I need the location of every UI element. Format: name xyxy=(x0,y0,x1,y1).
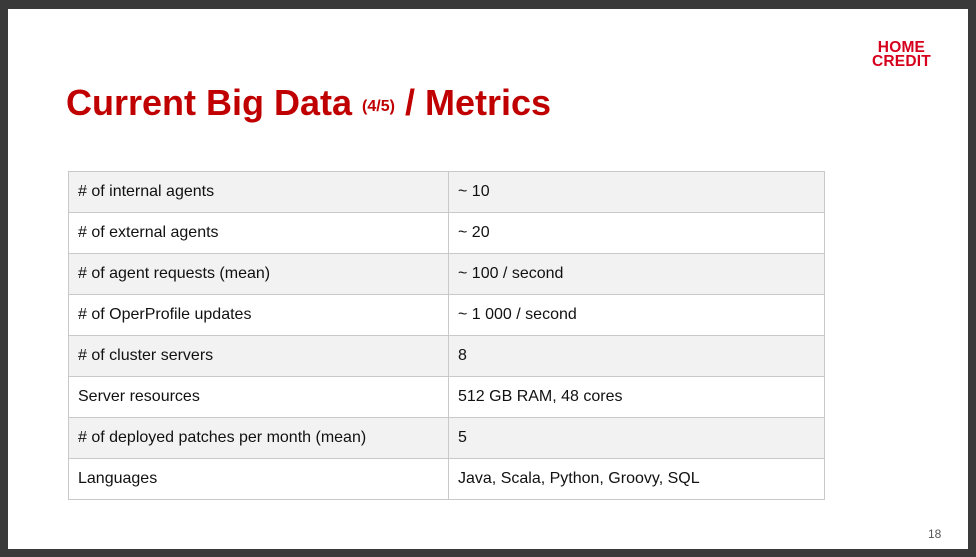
metric-value: ~ 100 / second xyxy=(448,253,825,295)
table-row: # of deployed patches per month (mean) 5 xyxy=(68,417,825,459)
metric-value: ~ 20 xyxy=(448,212,825,254)
metric-value: 8 xyxy=(448,335,825,377)
table-row: # of agent requests (mean) ~ 100 / secon… xyxy=(68,253,825,295)
metric-label: # of deployed patches per month (mean) xyxy=(68,417,449,459)
metric-label: Languages xyxy=(68,458,449,500)
title-part-indicator: (4/5) xyxy=(362,98,395,115)
title-main: Current Big Data xyxy=(66,82,363,123)
metric-label: Server resources xyxy=(68,376,449,418)
page-number: 18 xyxy=(928,527,942,541)
table-row: # of internal agents ~ 10 xyxy=(68,171,825,213)
metric-label: # of agent requests (mean) xyxy=(68,253,449,295)
table-row: # of OperProfile updates ~ 1 000 / secon… xyxy=(68,294,825,336)
metric-label: # of internal agents xyxy=(68,171,449,213)
table-row: Languages Java, Scala, Python, Groovy, S… xyxy=(68,458,825,500)
metrics-table: # of internal agents ~ 10 # of external … xyxy=(68,171,825,500)
logo-line-2: CREDIT xyxy=(872,53,931,70)
metric-label: # of cluster servers xyxy=(68,335,449,377)
logo-line-1: HOME xyxy=(877,39,926,56)
metric-label: # of external agents xyxy=(68,212,449,254)
metric-value: 5 xyxy=(448,417,825,459)
metric-value: ~ 10 xyxy=(448,171,825,213)
title-suffix: / Metrics xyxy=(394,82,552,123)
table-row: Server resources 512 GB RAM, 48 cores xyxy=(68,376,825,418)
metric-value: 512 GB RAM, 48 cores xyxy=(448,376,825,418)
slide-title: Current Big Data (4/5) / Metrics xyxy=(66,81,551,129)
table-row: # of external agents ~ 20 xyxy=(68,212,825,254)
table-row: # of cluster servers 8 xyxy=(68,335,825,377)
slide: HOME CREDIT Current Big Data (4/5) / Met… xyxy=(8,9,968,549)
home-credit-logo: HOME CREDIT xyxy=(872,39,931,70)
metric-value: ~ 1 000 / second xyxy=(448,294,825,336)
metric-label: # of OperProfile updates xyxy=(68,294,449,336)
metric-value: Java, Scala, Python, Groovy, SQL xyxy=(448,458,825,500)
